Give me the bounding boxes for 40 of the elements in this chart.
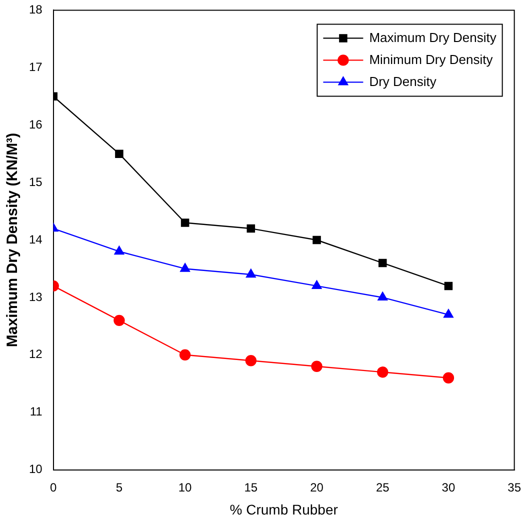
x-tick-label: 35: [508, 480, 522, 494]
y-tick-label: 15: [28, 174, 43, 189]
y-tick-label: 11: [30, 404, 43, 419]
y-tick-label: 10: [28, 462, 43, 476]
x-tick-label: 30: [442, 480, 456, 494]
y-tick-label: 14: [28, 232, 43, 246]
point: [312, 280, 322, 290]
x-tick-label: 0: [50, 480, 58, 494]
point: [114, 314, 125, 326]
point: [246, 224, 256, 233]
x-tick-label: 10: [178, 480, 192, 494]
x-axis-title: % Crumb Rubber: [230, 501, 338, 518]
legend-label: Dry Density: [369, 74, 437, 89]
point: [115, 150, 124, 158]
point: [444, 309, 454, 318]
y-tick-label: 16: [28, 117, 43, 132]
legend-label: Minimum Dry Density: [369, 52, 494, 67]
y-tick-label: 17: [28, 60, 43, 74]
point: [442, 372, 454, 384]
point: [378, 292, 388, 301]
y-tick-label: 18: [28, 2, 43, 17]
x-tick-label: 5: [116, 480, 123, 494]
point: [377, 366, 388, 378]
point: [444, 282, 453, 290]
point: [245, 355, 257, 366]
x-tick-label: 15: [244, 480, 258, 494]
legend-label: Maximum Dry Density: [369, 30, 497, 45]
point: [312, 236, 321, 244]
y-tick-label: 12: [28, 347, 43, 362]
point: [180, 218, 190, 227]
point: [246, 268, 256, 278]
point: [311, 360, 322, 372]
y-axis-title: Maximum Dry Density (KN/M³): [4, 132, 22, 348]
point: [114, 246, 124, 255]
y-tick-label: 13: [28, 290, 43, 304]
point: [378, 258, 387, 268]
x-tick-label: 20: [310, 480, 324, 494]
point: [179, 349, 191, 360]
x-tick-label: 25: [376, 480, 390, 494]
point: [180, 263, 190, 272]
